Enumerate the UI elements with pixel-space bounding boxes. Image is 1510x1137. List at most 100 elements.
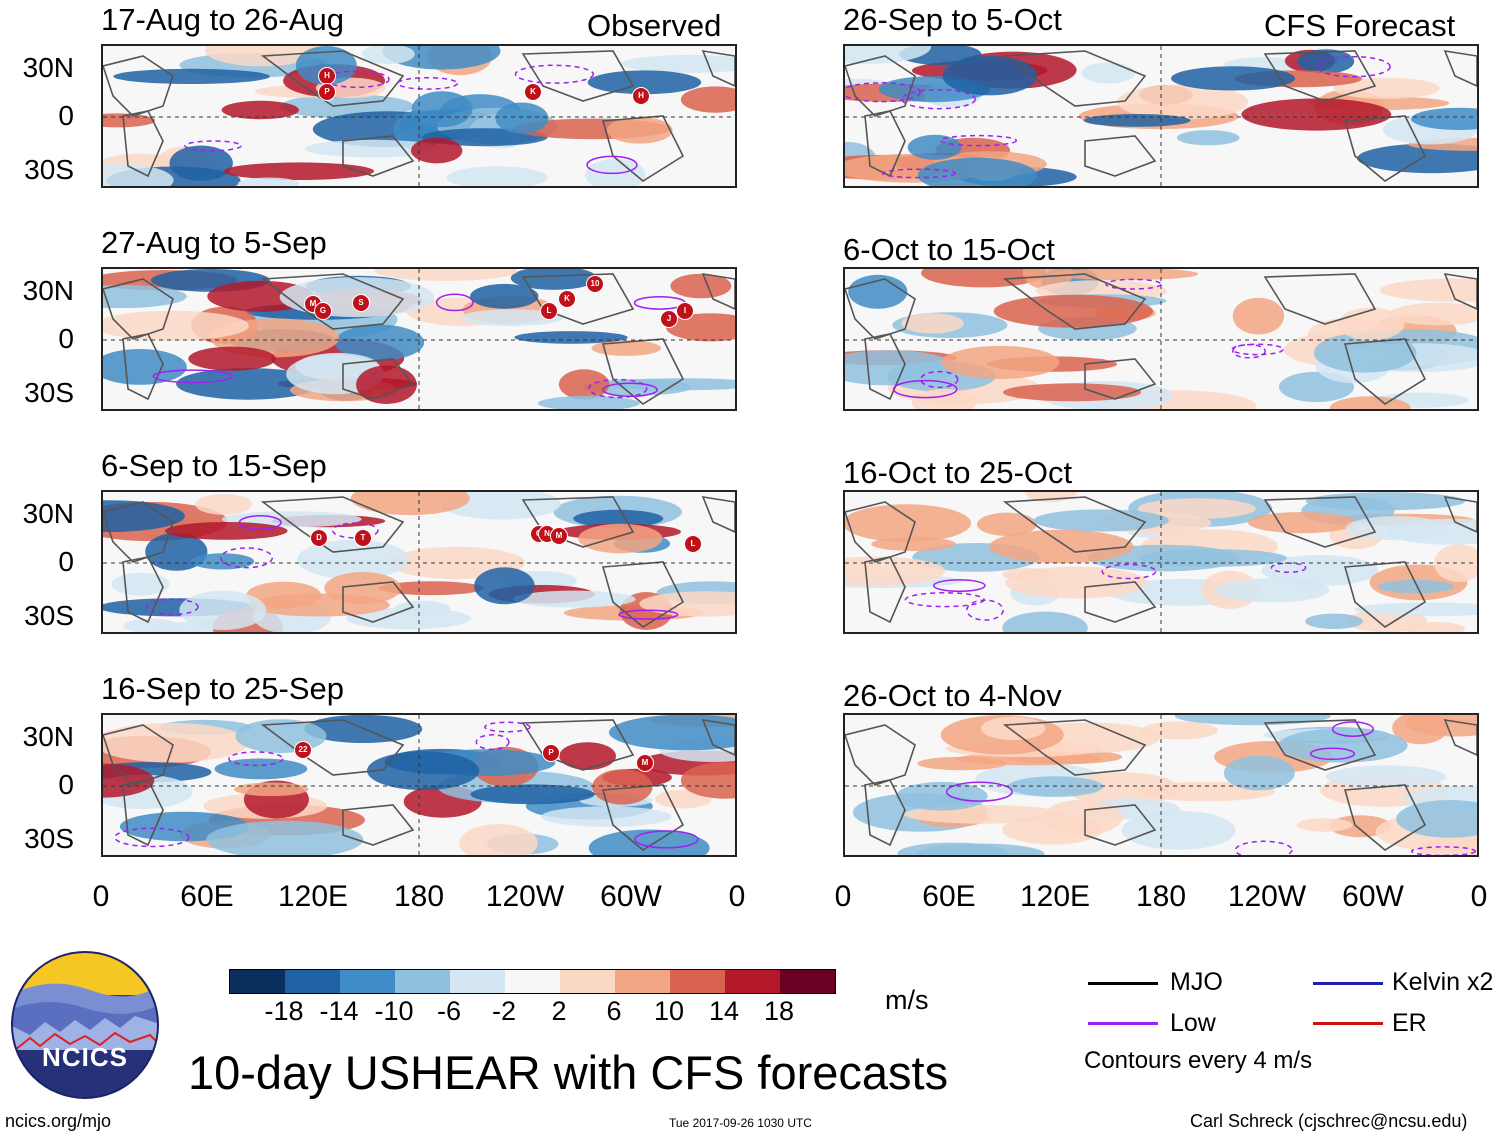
lat-label: 0 bbox=[58, 546, 74, 577]
ushear-map bbox=[103, 715, 735, 855]
legend-mjo-line bbox=[1088, 982, 1158, 985]
panel-title-forecast-4: 26-Oct to 4-Nov bbox=[843, 678, 1062, 713]
colorbar-tick: 18 bbox=[763, 996, 795, 1026]
ushear-map bbox=[845, 46, 1477, 186]
lat-label: 30S bbox=[24, 377, 74, 408]
ushear-map bbox=[103, 46, 735, 186]
legend-low-line bbox=[1088, 1022, 1158, 1025]
colorbar-tick: 6 bbox=[606, 996, 622, 1026]
lat-label: 30N bbox=[22, 498, 74, 529]
panel-title-forecast-3: 16-Oct to 25-Oct bbox=[843, 455, 1073, 490]
colorbar-tick: -18 bbox=[264, 996, 304, 1026]
storm-marker: D bbox=[310, 529, 328, 547]
ncics-logo: NCICS bbox=[10, 950, 160, 1100]
storm-marker: K bbox=[524, 83, 542, 101]
lon-label: 120W bbox=[485, 880, 565, 913]
colorbar-tick: -14 bbox=[319, 996, 359, 1026]
lon-label: 60E bbox=[180, 880, 234, 913]
storm-marker: M bbox=[550, 527, 568, 545]
legend-contours-note: Contours every 4 m/s bbox=[1084, 1047, 1313, 1074]
panel-title-observed-3: 6-Sep to 15-Sep bbox=[101, 448, 327, 483]
colorbar-tick: -10 bbox=[374, 996, 414, 1026]
lat-label: 30S bbox=[24, 154, 74, 185]
lon-label: 120E bbox=[277, 880, 349, 913]
storm-marker: K bbox=[558, 290, 576, 308]
observed-label: Observed bbox=[587, 8, 722, 43]
footer-url[interactable]: ncics.org/mjo bbox=[5, 1111, 112, 1131]
lon-label: 0 bbox=[1470, 880, 1488, 913]
footer-timestamp: Tue 2017-09-26 1030 UTC bbox=[669, 1116, 812, 1130]
legend-mjo-label: MJO bbox=[1170, 968, 1223, 996]
footer-author: Carl Schreck (cjschrec@ncsu.edu) bbox=[1190, 1111, 1468, 1131]
storm-marker: 22 bbox=[294, 741, 312, 759]
panel-title-forecast-1: 26-Sep to 5-Oct bbox=[843, 2, 1062, 37]
colorbar-tick: 10 bbox=[653, 996, 685, 1026]
storm-marker: S bbox=[352, 294, 370, 312]
logo-text: NCICS bbox=[42, 1042, 128, 1072]
lat-label: 30N bbox=[22, 52, 74, 83]
ushear-map bbox=[845, 492, 1477, 632]
colorbar-swatch bbox=[670, 970, 725, 993]
storm-marker: P bbox=[318, 83, 336, 101]
colorbar-tick: -6 bbox=[436, 996, 462, 1026]
lon-label: 60E bbox=[922, 880, 976, 913]
storm-marker: 10 bbox=[586, 275, 604, 293]
colorbar-swatch bbox=[560, 970, 615, 993]
colorbar-swatch bbox=[505, 970, 560, 993]
lon-label: 120W bbox=[1227, 880, 1307, 913]
colorbar-swatch bbox=[725, 970, 780, 993]
storm-marker: L bbox=[540, 302, 558, 320]
panel-title-forecast-2: 6-Oct to 15-Oct bbox=[843, 232, 1055, 267]
forecast-label: CFS Forecast bbox=[1264, 8, 1456, 43]
map-panel-forecast-3 bbox=[843, 490, 1479, 634]
main-title: 10-day USHEAR with CFS forecasts bbox=[188, 1046, 949, 1099]
colorbar-swatch bbox=[780, 970, 835, 993]
storm-marker: T bbox=[354, 529, 372, 547]
storm-marker: H bbox=[632, 87, 650, 105]
legend-er-label: ER bbox=[1392, 1009, 1427, 1037]
colorbar-tick: 2 bbox=[551, 996, 567, 1026]
legend-kelvin-label: Kelvin x2 bbox=[1392, 968, 1494, 996]
ushear-map bbox=[845, 269, 1477, 409]
ushear-map bbox=[103, 492, 735, 632]
map-panel-observed-2: M G S L K 10 J I bbox=[101, 267, 737, 411]
colorbar-tick: -2 bbox=[491, 996, 517, 1026]
panel-title-observed-1: 17-Aug to 26-Aug bbox=[101, 2, 345, 37]
storm-marker: G bbox=[314, 302, 332, 320]
storm-marker: P bbox=[542, 744, 560, 762]
lat-label: 30S bbox=[24, 600, 74, 631]
lat-label: 0 bbox=[58, 100, 74, 131]
lon-label: 60W bbox=[1342, 880, 1404, 913]
map-panel-forecast-2 bbox=[843, 267, 1479, 411]
lat-label: 30N bbox=[22, 275, 74, 306]
panel-title-observed-2: 27-Aug to 5-Sep bbox=[101, 225, 327, 260]
map-panel-observed-4: 22 P M bbox=[101, 713, 737, 857]
map-panel-forecast-1 bbox=[843, 44, 1479, 188]
colorbar-swatch bbox=[450, 970, 505, 993]
colorbar-swatch bbox=[340, 970, 395, 993]
lat-label: 30S bbox=[24, 823, 74, 854]
colorbar-tick: 14 bbox=[708, 996, 740, 1026]
lon-label: 180 bbox=[393, 880, 445, 913]
lat-label: 30N bbox=[22, 721, 74, 752]
colorbar-swatch bbox=[615, 970, 670, 993]
lon-label: 0 bbox=[92, 880, 110, 913]
lon-label: 180 bbox=[1135, 880, 1187, 913]
lat-label: 0 bbox=[58, 769, 74, 800]
map-panel-observed-3: DTONML bbox=[101, 490, 737, 634]
legend-er-line bbox=[1313, 1022, 1383, 1025]
lat-label: 0 bbox=[58, 323, 74, 354]
lon-label: 0 bbox=[834, 880, 852, 913]
lon-label: 0 bbox=[728, 880, 746, 913]
storm-marker: L bbox=[684, 535, 702, 553]
ushear-map bbox=[845, 715, 1477, 855]
map-panel-forecast-4 bbox=[843, 713, 1479, 857]
colorbar-swatch bbox=[395, 970, 450, 993]
panel-title-observed-4: 16-Sep to 25-Sep bbox=[101, 671, 345, 706]
storm-marker: M bbox=[636, 754, 654, 772]
storm-marker: I bbox=[676, 302, 694, 320]
ushear-map bbox=[103, 269, 735, 409]
colorbar bbox=[229, 969, 836, 994]
lon-label: 120E bbox=[1019, 880, 1091, 913]
